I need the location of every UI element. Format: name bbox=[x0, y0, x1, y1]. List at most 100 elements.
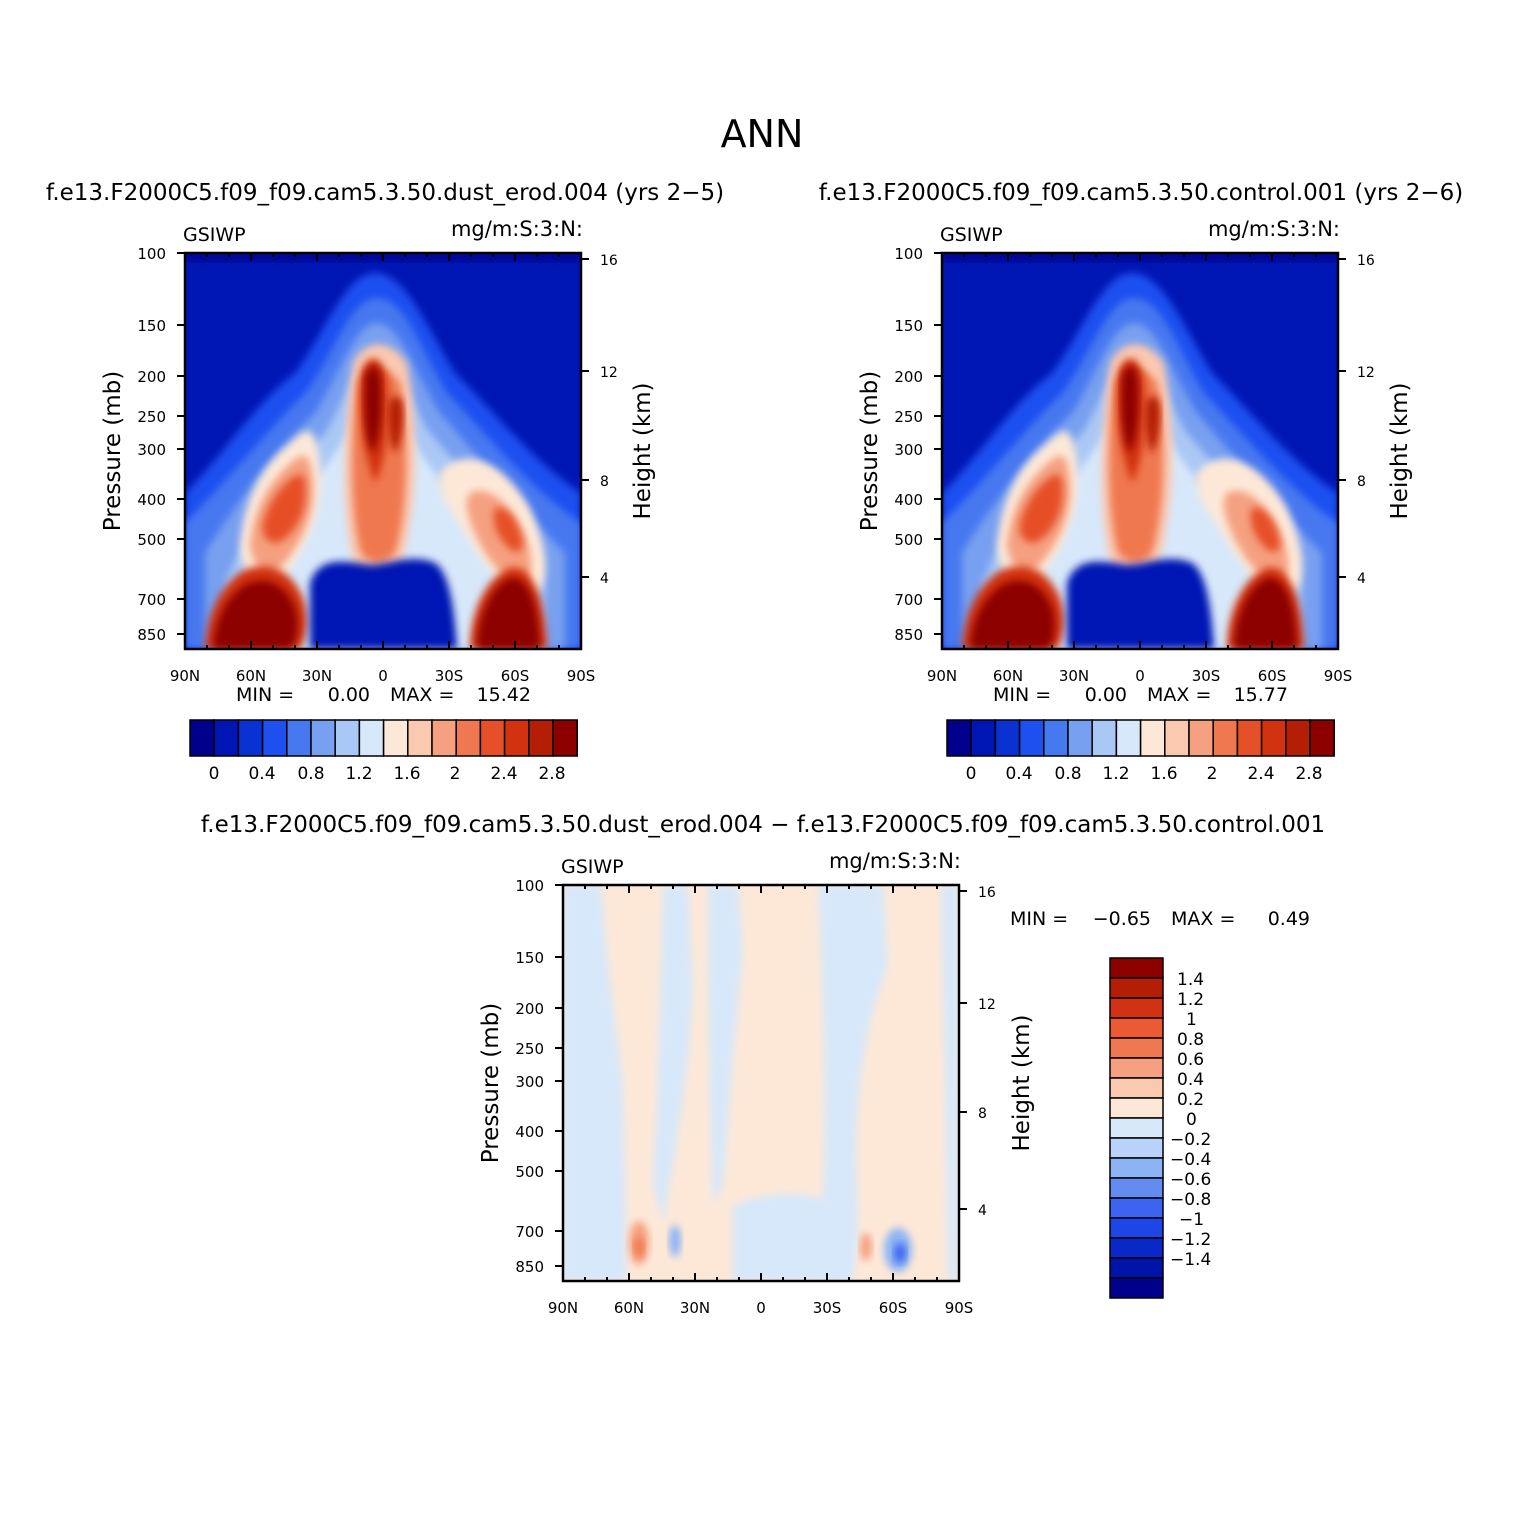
panel-3-y-axis-title-right: Height (km) bbox=[1009, 1014, 1035, 1151]
panel-1-colorbar-label: 0 bbox=[209, 764, 220, 784]
panel-1-colorbar-label: 0.4 bbox=[248, 764, 275, 784]
panel-1-y-tick-label: 500 bbox=[137, 531, 166, 549]
colorbar-swatch bbox=[382, 719, 409, 757]
panel-3-colorbar-label: 0.8 bbox=[1177, 1030, 1204, 1050]
panel-2-height-tick-label: 12 bbox=[1357, 365, 1375, 381]
panel-2-y-tick-label: 700 bbox=[894, 591, 923, 609]
panel-2-y-axis: 100 150 200 250 300 400 500 700 850 bbox=[894, 245, 923, 644]
panel-3-x-tick-label: 30N bbox=[680, 1299, 710, 1317]
contour-fill-region bbox=[364, 365, 382, 453]
colorbar-swatch bbox=[1109, 1157, 1164, 1179]
panel-1-height-tick-label: 12 bbox=[600, 365, 618, 381]
colorbar-swatch bbox=[1164, 719, 1190, 757]
panel-3-y-tick-label: 200 bbox=[515, 1000, 544, 1018]
panel-2-ticks bbox=[934, 252, 1346, 649]
panel-2-colorbar bbox=[946, 719, 1335, 757]
panel-2-x-tick-label: 90N bbox=[927, 667, 957, 685]
colorbar-swatch bbox=[503, 719, 530, 757]
panel-1-min-value: 0.00 bbox=[328, 684, 370, 706]
colorbar-swatch bbox=[1109, 1037, 1164, 1059]
panel-2-y-tick-label: 400 bbox=[894, 491, 923, 509]
panel-1-colorbar-label: 2 bbox=[450, 764, 461, 784]
contour-fill-region bbox=[493, 507, 523, 552]
panel-2-x-tick-label: 0 bbox=[1135, 667, 1145, 685]
panel-1-x-tick-label: 90N bbox=[170, 667, 200, 685]
panel-3-colorbar-label: 0.2 bbox=[1177, 1090, 1204, 1110]
panel-1-colorbar-label: 1.6 bbox=[393, 764, 420, 784]
panel-2-colorbar-label: 0.4 bbox=[1005, 764, 1032, 784]
panel-2-contours bbox=[942, 253, 1338, 649]
panel-2: f.e13.F2000C5.f09_f09.cam5.3.50.control.… bbox=[819, 180, 1463, 784]
panel-1-y-tick-label: 200 bbox=[137, 368, 166, 386]
colorbar-swatch bbox=[1260, 719, 1287, 757]
colorbar-swatch bbox=[286, 719, 312, 757]
colorbar-swatch bbox=[1109, 1017, 1164, 1039]
panel-2-x-axis: 90N 60N 30N 0 30S 60S 90S bbox=[927, 667, 1352, 685]
contour-fill-negative bbox=[708, 885, 743, 1205]
panel-1-x-tick-label: 30N bbox=[302, 667, 332, 685]
colorbar-swatch bbox=[1109, 997, 1164, 1019]
panel-1-y-tick-label: 700 bbox=[137, 591, 166, 609]
colorbar-swatch bbox=[994, 719, 1021, 757]
panel-1-min-label: MIN = bbox=[236, 684, 294, 706]
contour-fill-negative bbox=[733, 1193, 843, 1281]
panel-3-variable-label: GSIWP bbox=[561, 856, 624, 878]
contour-fill-region bbox=[213, 580, 298, 649]
colorbar-swatch bbox=[1109, 1117, 1164, 1139]
panel-2-y-tick-label: 250 bbox=[894, 408, 923, 426]
panel-1-y-axis: 100 150 200 250 300 400 500 700 850 bbox=[137, 245, 166, 644]
panel-3-x-tick-label: 90S bbox=[945, 1299, 974, 1317]
panel-3-x-tick-label: 60S bbox=[879, 1299, 908, 1317]
contour-fill-region bbox=[262, 474, 306, 543]
contour-fill-region bbox=[1223, 490, 1289, 583]
contour-fill-region bbox=[1145, 396, 1161, 453]
panel-1-colorbar-label: 2.4 bbox=[490, 764, 517, 784]
colorbar-swatch bbox=[1109, 1177, 1164, 1199]
panel-1-units-label: mg/m:S:3:N: bbox=[451, 217, 583, 241]
colorbar-swatch bbox=[1115, 719, 1142, 757]
panel-3-colorbar bbox=[1109, 957, 1164, 1299]
panel-1-colorbar-label: 2.8 bbox=[538, 764, 565, 784]
colorbar-swatch bbox=[1109, 1137, 1164, 1159]
colorbar-swatch bbox=[237, 719, 264, 757]
panel-3-y-tick-label: 850 bbox=[515, 1258, 544, 1276]
panel-1-y-axis-right: 16 12 8 4 bbox=[600, 253, 618, 587]
panel-2-variable-label: GSIWP bbox=[940, 224, 1003, 246]
colorbar-swatch bbox=[528, 719, 554, 757]
panel-3-y-tick-label: 150 bbox=[515, 949, 544, 967]
panel-3-colorbar-label: 1.2 bbox=[1177, 990, 1204, 1010]
panel-1-y-tick-label: 850 bbox=[137, 626, 166, 644]
panel-2-y-tick-label: 150 bbox=[894, 317, 923, 335]
panel-1-contours bbox=[185, 253, 581, 649]
panel-3-y-axis-title: Pressure (mb) bbox=[478, 1003, 504, 1163]
panel-2-y-axis-title-right: Height (km) bbox=[1387, 382, 1413, 519]
panel-1-y-tick-label: 250 bbox=[137, 408, 166, 426]
panel-2-y-tick-label: 300 bbox=[894, 441, 923, 459]
contour-fill-region bbox=[477, 577, 540, 649]
colorbar-swatch bbox=[1139, 719, 1166, 757]
contour-fill-negative bbox=[563, 885, 627, 1281]
panel-1-title: f.e13.F2000C5.f09_f09.cam5.3.50.dust_ero… bbox=[46, 180, 724, 206]
panel-1-height-tick-label: 8 bbox=[600, 474, 609, 490]
colorbar-swatch bbox=[261, 719, 288, 757]
panel-2-colorbar-label: 1.2 bbox=[1102, 764, 1129, 784]
colorbar-swatch bbox=[1091, 719, 1118, 757]
colorbar-swatch bbox=[1043, 719, 1069, 757]
panel-3-x-tick-label: 0 bbox=[756, 1299, 766, 1317]
contour-fill-negative bbox=[653, 885, 693, 1225]
panel-3-y-tick-label: 700 bbox=[515, 1223, 544, 1241]
panel-2-max-label: MAX = bbox=[1147, 684, 1211, 706]
panel-2-colorbar-label: 2.8 bbox=[1295, 764, 1322, 784]
panel-3-height-tick-label: 16 bbox=[978, 885, 996, 901]
panel-3-colorbar-label: −0.6 bbox=[1170, 1170, 1211, 1190]
panel-2-colorbar-labels: 0 0.4 0.8 1.2 1.6 2 2.4 2.8 bbox=[966, 764, 1323, 784]
panel-1-colorbar-labels: 0 0.4 0.8 1.2 1.6 2 2.4 2.8 bbox=[209, 764, 566, 784]
panel-1-x-tick-label: 60N bbox=[236, 667, 266, 685]
panel-1-colorbar-label: 0.8 bbox=[297, 764, 324, 784]
colorbar-swatch bbox=[1188, 719, 1214, 757]
panel-3-colorbar-label: 0.4 bbox=[1177, 1070, 1204, 1090]
panel-3-x-tick-label: 60N bbox=[614, 1299, 644, 1317]
panel-2-max-value: 15.77 bbox=[1234, 684, 1288, 706]
panel-2-y-axis-right: 16 12 8 4 bbox=[1357, 253, 1375, 587]
colorbar-swatch bbox=[1109, 1217, 1164, 1239]
